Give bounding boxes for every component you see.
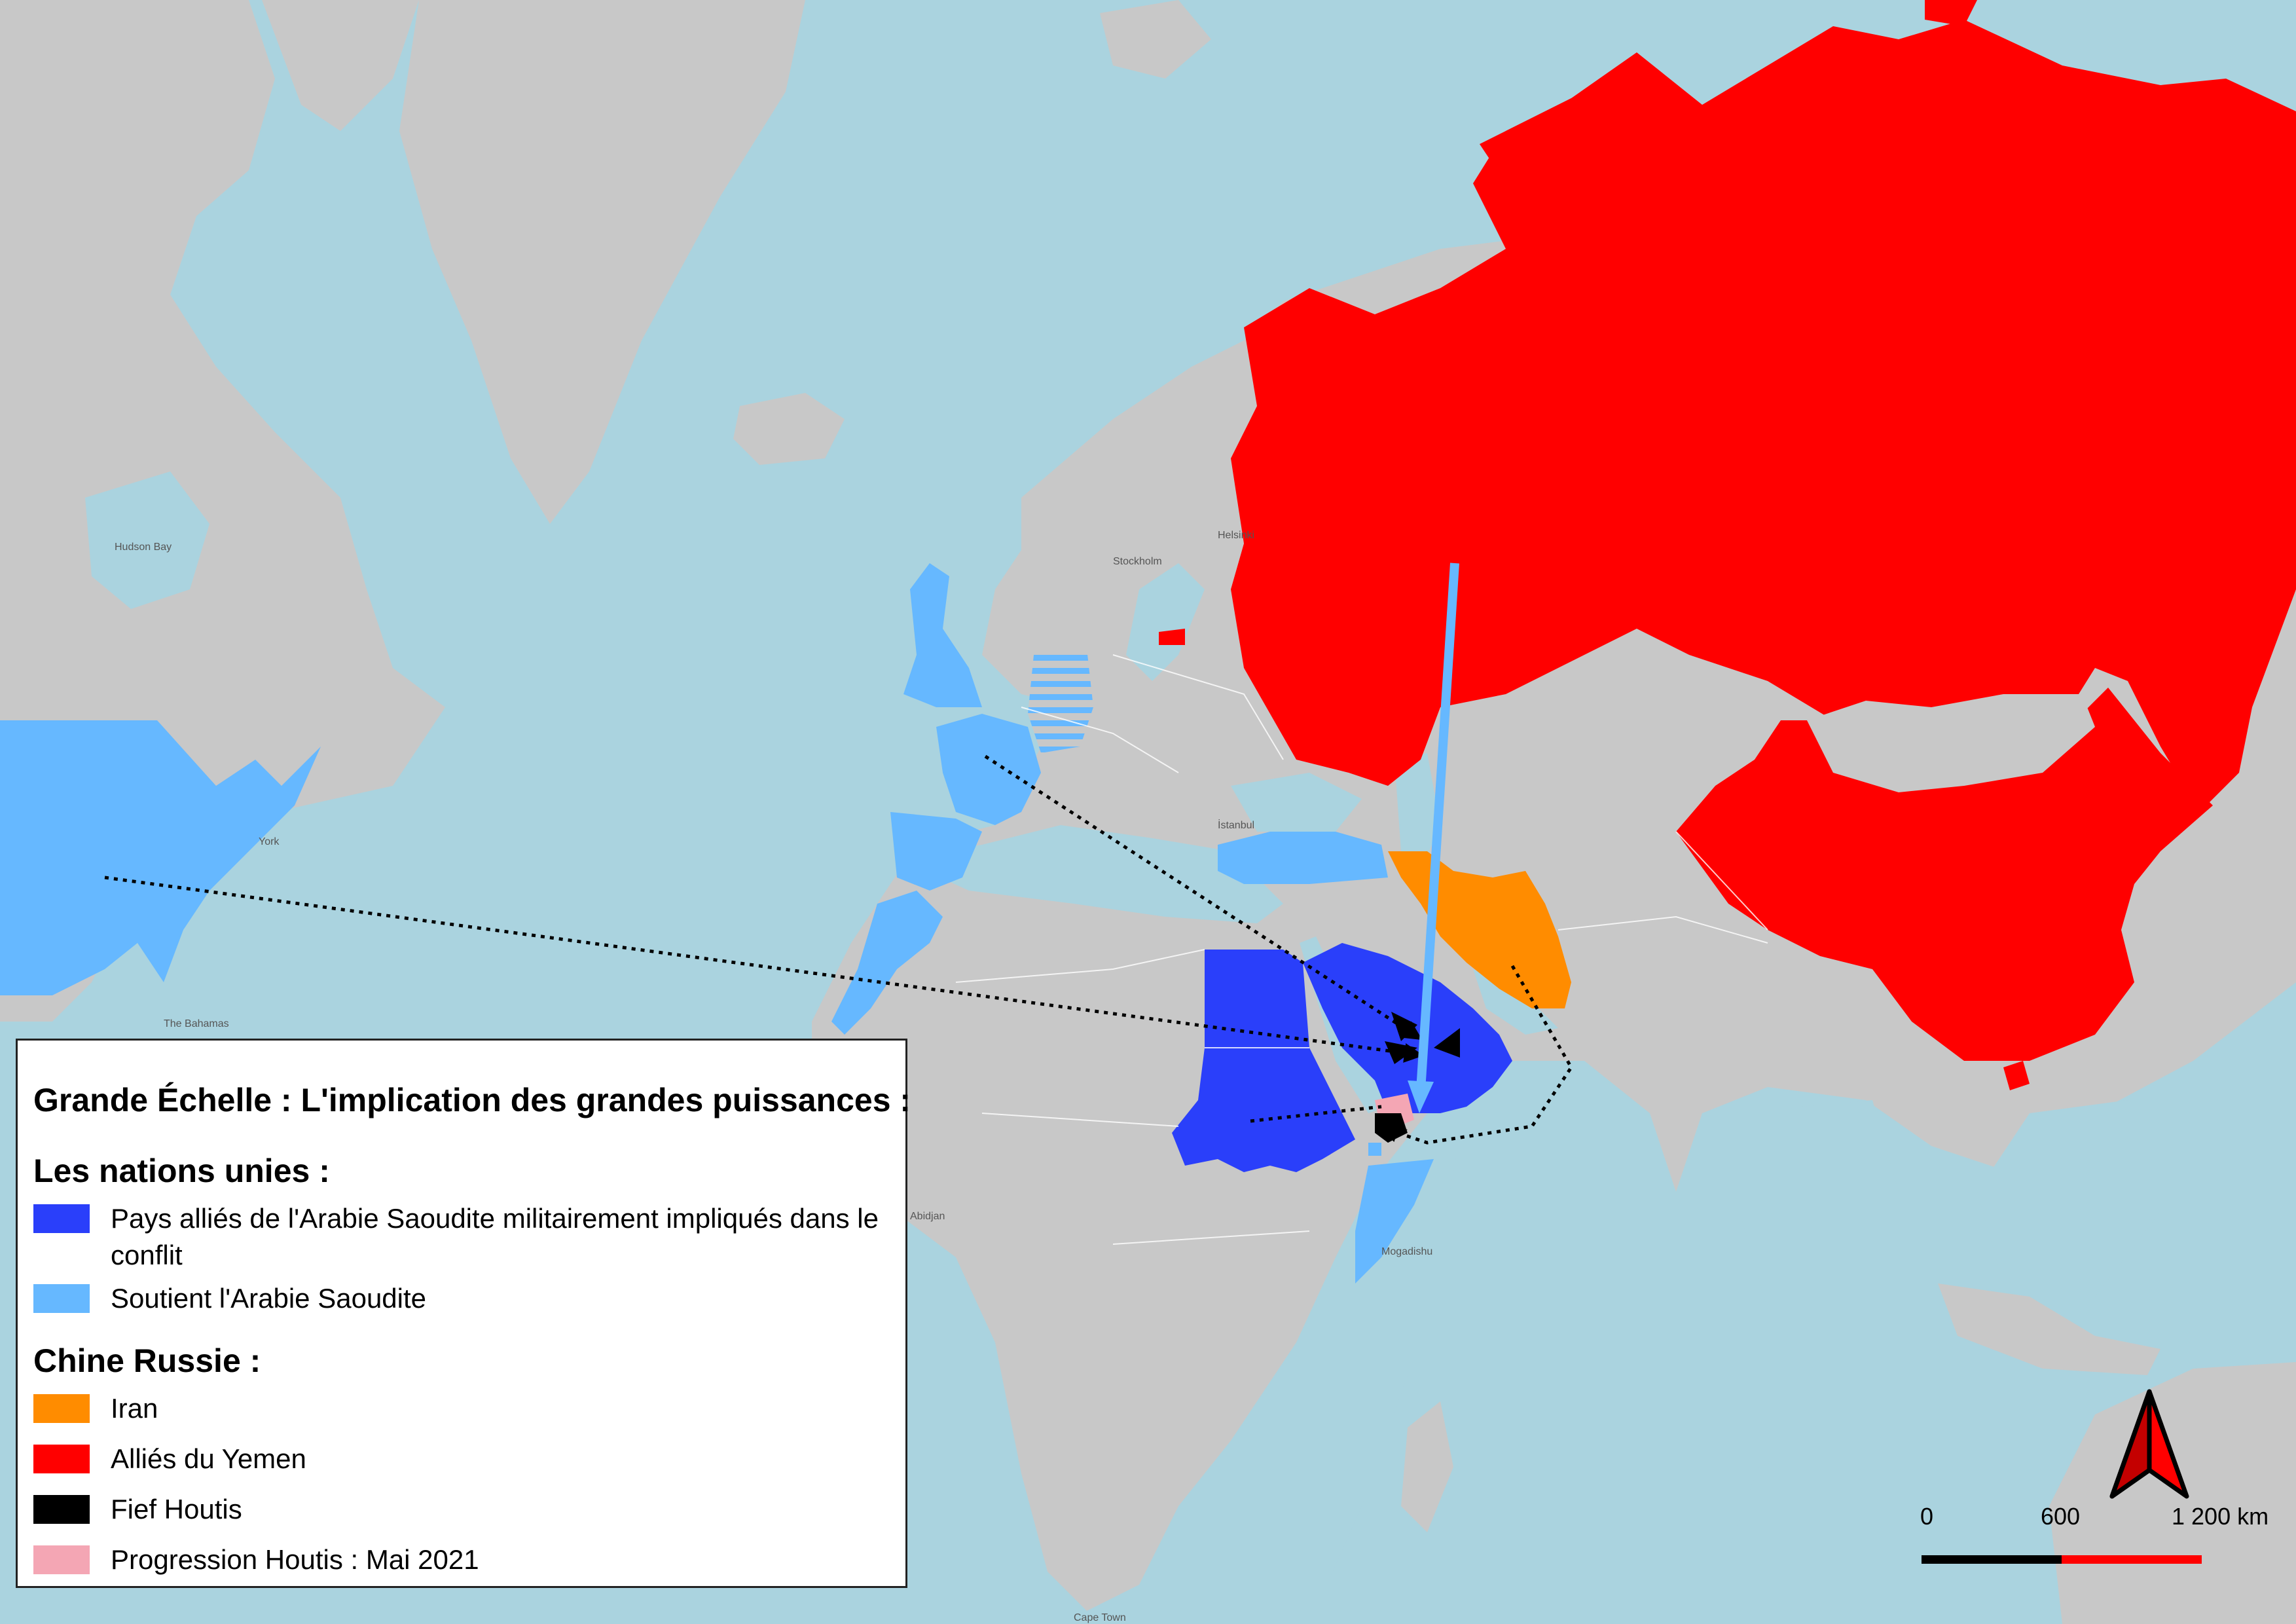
label-abidjan: Abidjan xyxy=(910,1211,945,1222)
scale-segment-black xyxy=(1922,1555,2062,1564)
water-hudson-bay xyxy=(85,471,210,609)
label-istanbul: İstanbul xyxy=(1218,819,1254,831)
region-russia-north-islands xyxy=(1925,0,1977,26)
region-novaya-zemlya xyxy=(1480,79,1617,183)
region-spain xyxy=(890,812,982,891)
scale-segment-red xyxy=(2062,1555,2202,1564)
arrowhead-3 xyxy=(1434,1028,1460,1058)
legend-section-cr: Chine Russie : xyxy=(33,1342,261,1379)
land-madagascar xyxy=(1401,1401,1453,1532)
land-mongolia xyxy=(1807,694,2095,792)
russia-support-arrow xyxy=(1408,563,1459,1113)
region-somalia xyxy=(1355,1159,1434,1283)
region-usa xyxy=(0,720,321,995)
water-south-china-sea xyxy=(1977,1100,2160,1297)
water-mediterranean xyxy=(897,825,1283,923)
label-stockholm: Stockholm xyxy=(1113,556,1162,567)
legend-item-iran: Iran xyxy=(33,1393,883,1427)
north-arrow-icon xyxy=(2109,1389,2189,1499)
scale-bar: 0 600 1 200 km xyxy=(1920,1503,2269,1581)
water-baltic xyxy=(1126,563,1205,681)
water-black-sea xyxy=(1231,773,1362,832)
legend-item-fief: Fief Houtis xyxy=(33,1494,883,1528)
water-caspian xyxy=(1394,753,1440,871)
region-djibouti xyxy=(1368,1143,1381,1156)
land-greenland xyxy=(399,0,805,524)
swatch-fief xyxy=(33,1495,90,1524)
scale-label-600: 600 xyxy=(2041,1503,2081,1530)
label-bahamas: The Bahamas xyxy=(164,1018,229,1029)
region-kaliningrad xyxy=(1159,629,1185,645)
legend-item-allies: Pays alliés de l'Arabie Saoudite militai… xyxy=(33,1203,883,1274)
land-arctic-islands xyxy=(262,0,419,131)
borders xyxy=(955,654,1768,1245)
legend-label-progress: Progression Houtis : Mai 2021 xyxy=(111,1544,479,1575)
water-bay-of-bengal xyxy=(1728,1100,1899,1310)
scale-label-1200: 1 200 km xyxy=(2172,1503,2269,1530)
arrowheads xyxy=(1381,1012,1460,1143)
legend-item-support: Soutient l'Arabie Saoudite xyxy=(33,1283,883,1317)
legend-label-allies: Pays alliés de l'Arabie Saoudite militai… xyxy=(111,1203,879,1270)
swatch-yemen-allies xyxy=(33,1445,90,1473)
land-indonesia xyxy=(1938,1283,2160,1375)
swatch-progress xyxy=(33,1545,90,1574)
region-morocco xyxy=(831,891,943,1035)
link-usa-saudi xyxy=(104,876,1424,1063)
region-germany xyxy=(1028,648,1093,753)
arrowhead-4 xyxy=(1381,1123,1408,1143)
label-mogadishu: Mogadishu xyxy=(1381,1246,1432,1257)
legend-label-fief: Fief Houtis xyxy=(111,1494,242,1524)
legend: Grande Échelle : L'implication des grand… xyxy=(16,1039,911,1588)
region-uk xyxy=(903,563,982,707)
label-hudson-bay: Hudson Bay xyxy=(115,542,172,553)
label-helsinki: Helsinki xyxy=(1218,530,1254,541)
link-sudan-yemen xyxy=(1250,1105,1382,1123)
land-iceland xyxy=(733,393,845,465)
region-egypt xyxy=(1205,950,1309,1048)
swatch-support xyxy=(33,1284,90,1313)
legend-label-iran: Iran xyxy=(111,1393,158,1424)
label-new-york: York xyxy=(259,836,280,847)
region-china xyxy=(1676,688,2213,1061)
swatch-iran xyxy=(33,1394,90,1423)
region-hainan xyxy=(2003,1061,2030,1090)
arrowhead-2 xyxy=(1385,1041,1417,1064)
label-cape-town: Cape Town xyxy=(1074,1612,1126,1623)
legend-label-yemen-allies: Alliés du Yemen xyxy=(111,1443,306,1474)
link-france-saudi xyxy=(984,754,1423,1041)
legend-section-un: Les nations unies : xyxy=(33,1153,330,1189)
legend-title: Grande Échelle : L'implication des grand… xyxy=(33,1082,911,1118)
legend-item-progress: Progression Houtis : Mai 2021 xyxy=(33,1544,883,1578)
legend-item-yemen-allies: Alliés du Yemen xyxy=(33,1443,883,1477)
scale-label-0: 0 xyxy=(1920,1503,1934,1530)
land-svalbard xyxy=(1100,0,1211,79)
region-sudan xyxy=(1172,1048,1355,1172)
swatch-allies xyxy=(33,1204,90,1233)
arrowhead-1 xyxy=(1391,1012,1417,1041)
dotted-links xyxy=(104,754,1573,1145)
legend-label-support: Soutient l'Arabie Saoudite xyxy=(111,1283,427,1314)
region-russia xyxy=(1231,20,2296,812)
region-turkey xyxy=(1218,832,1388,884)
water-persian-gulf xyxy=(1473,969,1558,1035)
region-france xyxy=(936,714,1041,825)
